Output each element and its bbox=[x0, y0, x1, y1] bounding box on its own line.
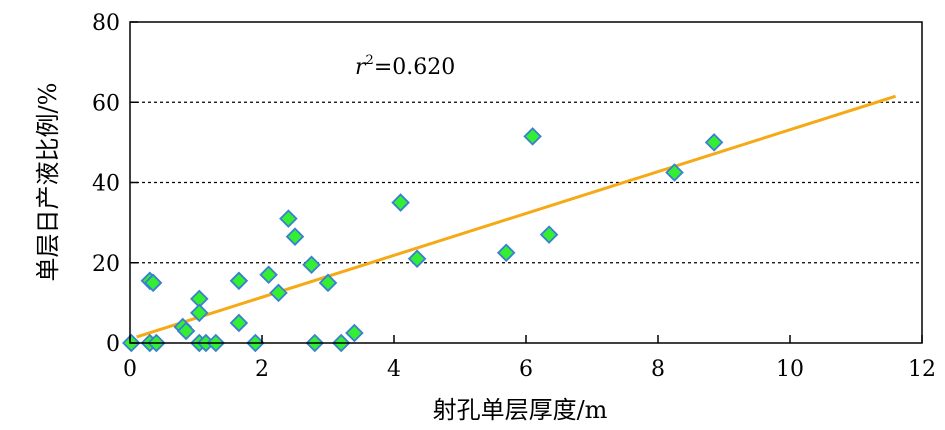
x-axis-title: 射孔单层厚度/m bbox=[433, 396, 608, 424]
axes bbox=[129, 21, 923, 344]
data-point-30 bbox=[704, 133, 724, 152]
data-points bbox=[122, 127, 724, 353]
data-point-13 bbox=[229, 313, 249, 333]
data-point-21 bbox=[318, 273, 338, 293]
y-tick-label-1: 20 bbox=[92, 252, 120, 277]
data-point-24 bbox=[391, 193, 410, 212]
trendline-layer bbox=[136, 94, 897, 339]
data-point-18 bbox=[285, 227, 305, 246]
data-point-2 bbox=[143, 273, 163, 293]
r-squared-value: =0.620 bbox=[374, 55, 455, 80]
r-squared-annotation: r2=0.620 bbox=[355, 53, 455, 80]
gridlines bbox=[130, 101, 922, 264]
r-symbol: r bbox=[355, 55, 367, 80]
r-superscript: 2 bbox=[366, 53, 374, 68]
data-point-15 bbox=[259, 265, 278, 285]
data-point-8 bbox=[190, 303, 209, 323]
x-tick-label-0: 0 bbox=[123, 357, 137, 382]
data-point-25 bbox=[407, 249, 427, 269]
x-tick-label-5: 10 bbox=[776, 357, 804, 382]
x-tick-label-1: 2 bbox=[255, 357, 269, 382]
data-point-29 bbox=[665, 163, 684, 182]
data-point-6 bbox=[176, 321, 196, 341]
data-point-23 bbox=[345, 323, 364, 343]
data-point-12 bbox=[229, 271, 249, 291]
data-point-28 bbox=[539, 225, 559, 244]
y-tick-label-0: 0 bbox=[106, 332, 120, 357]
y-tick-label-2: 40 bbox=[92, 172, 120, 197]
x-tick-label-3: 6 bbox=[519, 357, 533, 382]
x-tick-label-6: 12 bbox=[908, 357, 936, 382]
data-point-16 bbox=[269, 283, 288, 303]
x-tick-label-4: 8 bbox=[651, 357, 665, 382]
y-axis-title: 单层日产液比例/% bbox=[34, 83, 62, 282]
data-point-19 bbox=[302, 255, 321, 275]
data-point-27 bbox=[523, 127, 542, 146]
y-tick-label-4: 80 bbox=[92, 11, 120, 36]
y-tick-label-3: 60 bbox=[92, 91, 120, 116]
data-point-17 bbox=[279, 209, 298, 228]
trendline bbox=[136, 94, 897, 339]
tick-labels: 0 2 4 6 8 10 12 0 20 40 60 80 bbox=[92, 11, 936, 382]
data-point-26 bbox=[496, 243, 516, 262]
x-tick-label-2: 4 bbox=[387, 357, 401, 382]
